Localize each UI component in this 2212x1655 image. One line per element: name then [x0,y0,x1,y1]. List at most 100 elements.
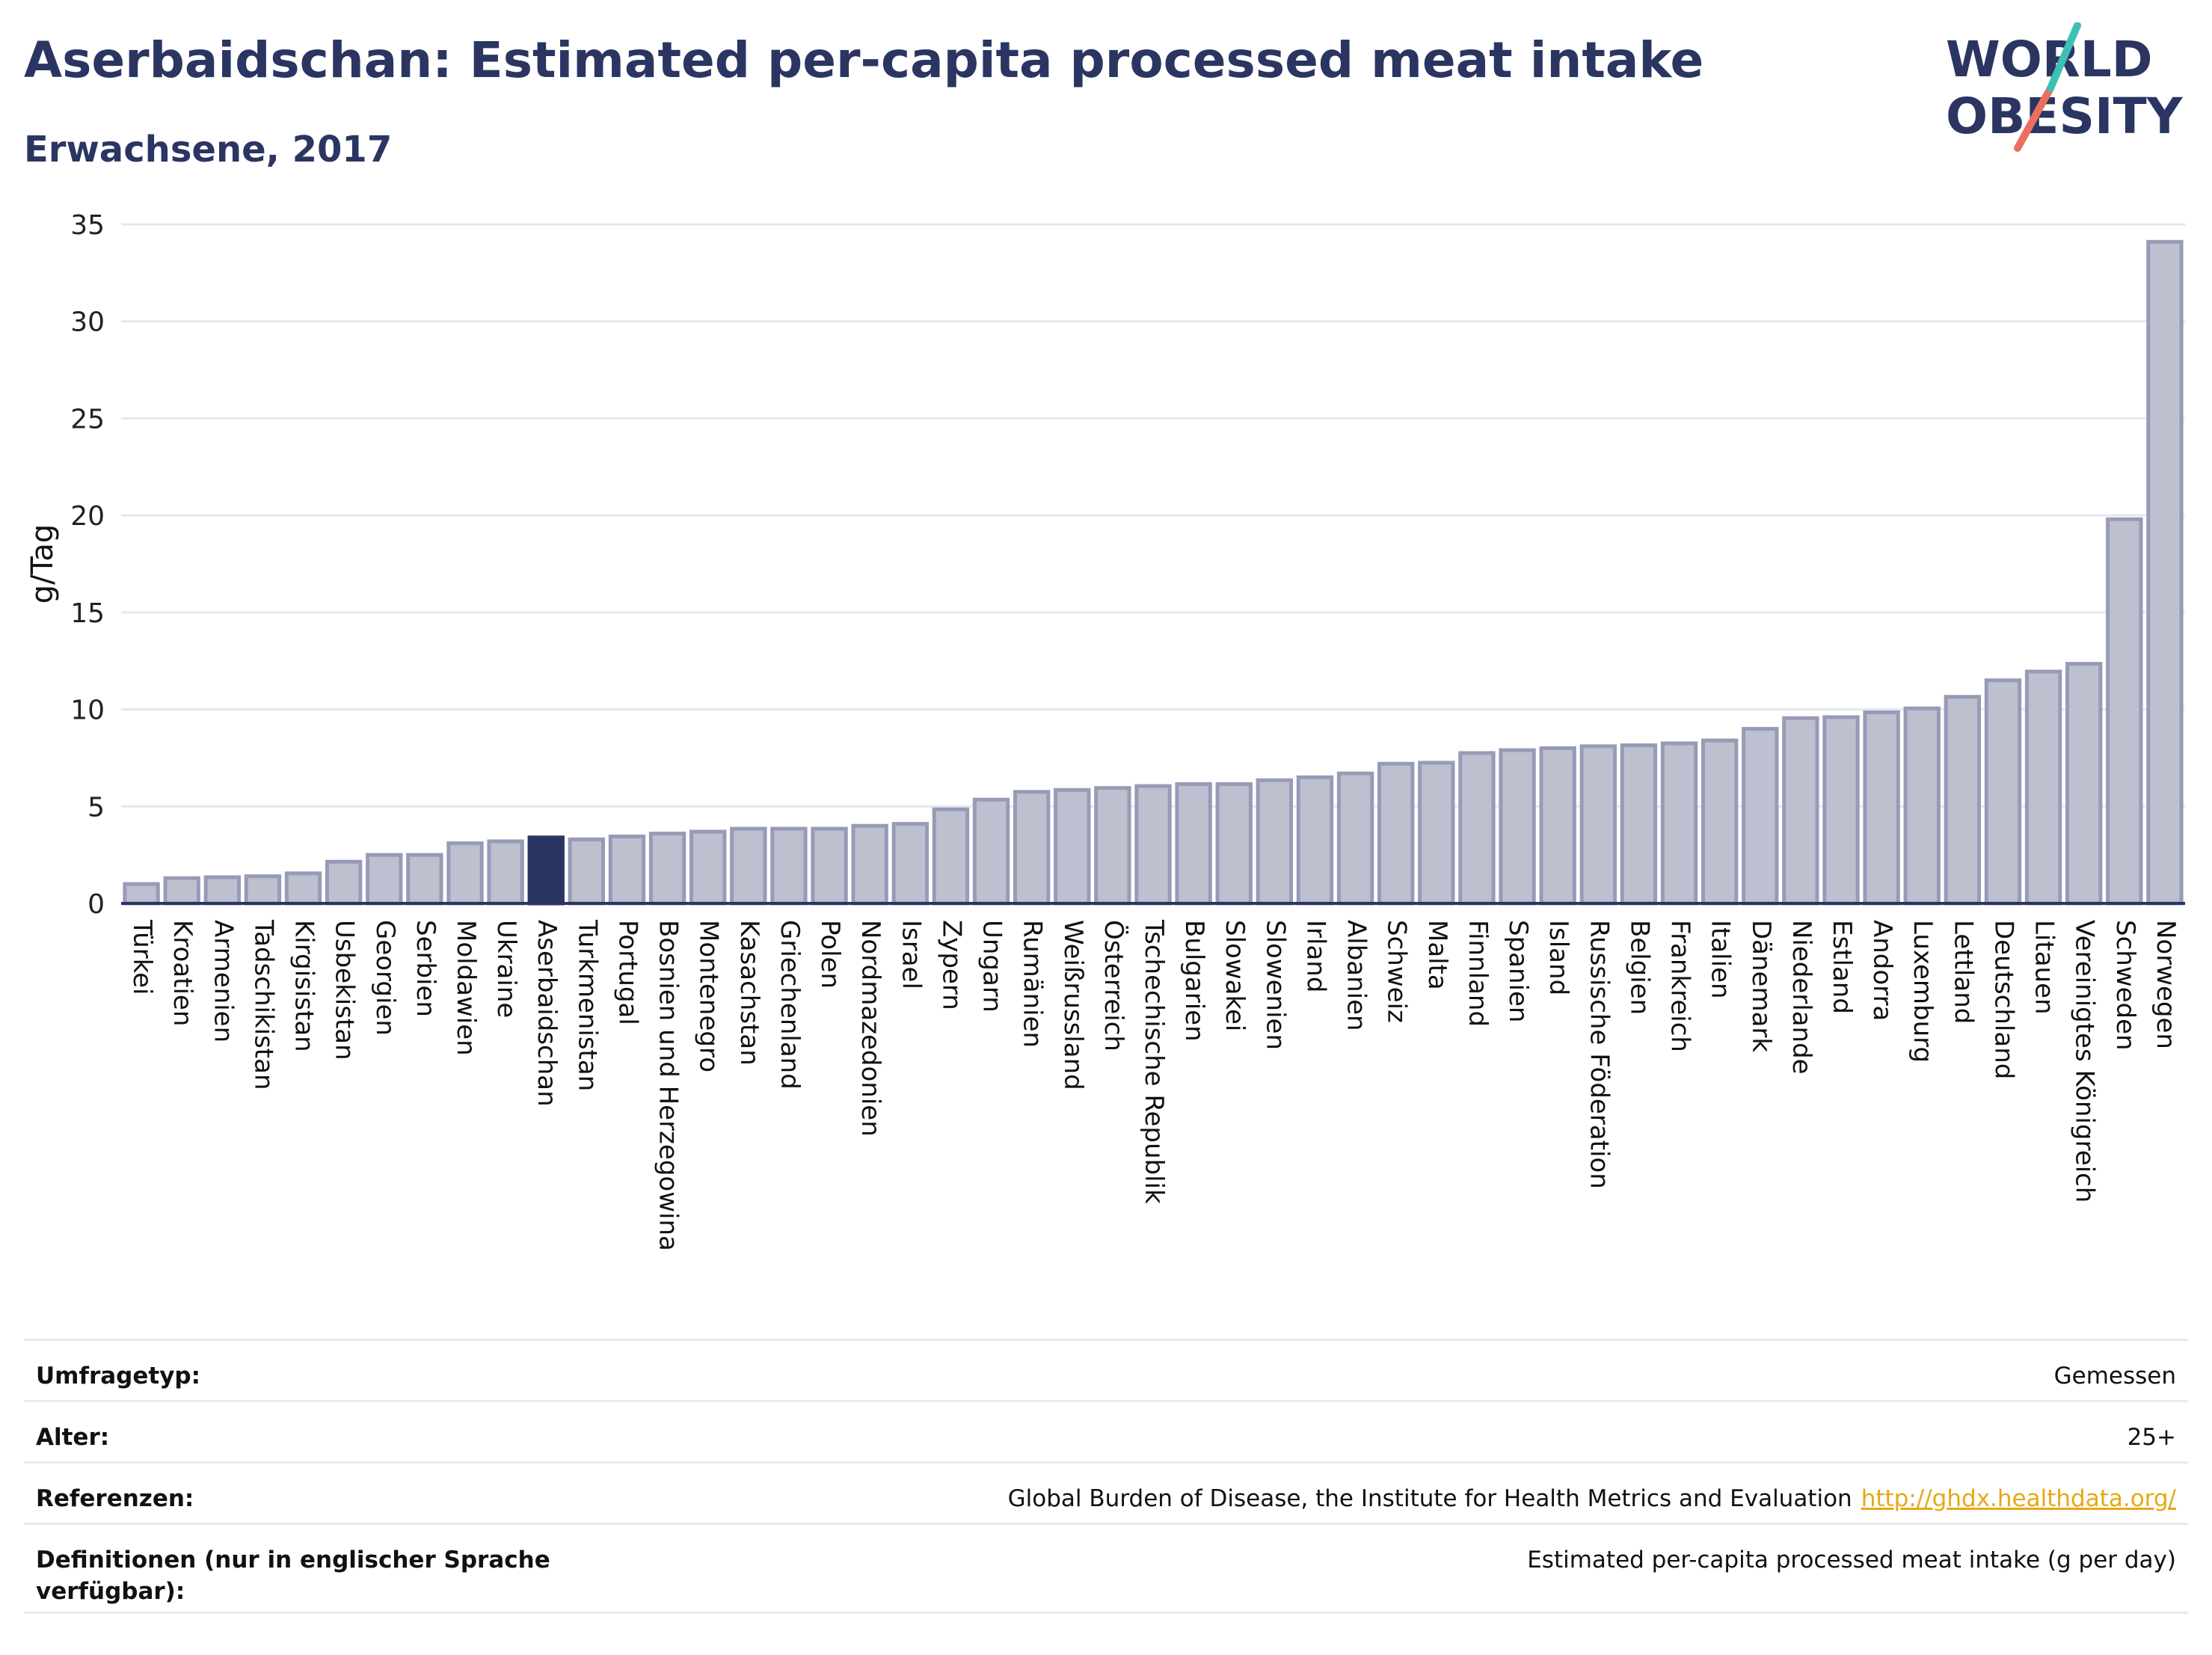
x-tick-label: Polen [815,920,845,989]
x-tick-label: Armenien [208,920,238,1043]
bar-kirgisistan [284,871,322,906]
x-tick-label: Bosnien und Herzegowina [654,920,683,1251]
x-tick-label: Kroatien [168,920,197,1026]
y-tick-label: 0 [87,889,105,920]
bar-serbien [406,853,443,906]
bar-tadschikistan [244,874,282,906]
x-tick-label: Norwegen [2151,920,2181,1049]
x-tick-label: Niederlande [1787,920,1816,1075]
bar-zypern [932,807,970,906]
x-axis-labels: Türkei Kroatien Armenien Tadschikistan Kirgi… [127,919,2181,1251]
x-tick-label: Albanien [1342,920,1371,1031]
x-tick-label: Irland [1300,920,1330,992]
bar-vereinigtes-königreich [2065,662,2103,906]
x-tick-label: Italien [1706,920,1736,999]
chart-title: Aserbaidschan: Estimated per-capita proc… [24,31,1704,89]
x-tick-label: Vereinigtes Königreich [2070,920,2100,1203]
x-tick-label: Finnland [1463,920,1493,1027]
bar-tschechische-republik [1134,784,1172,906]
x-tick-label: Georgien [370,920,400,1036]
bar-spanien [1499,748,1536,906]
world-obesity-logo: WORLD OBESITY [1946,22,2184,152]
x-tick-label: Portugal [612,920,642,1025]
bar-lettland [1944,695,1982,906]
x-tick-label: Schweden [2110,920,2140,1051]
bar-niederlande [1782,716,1819,906]
bar-ungarn [972,797,1010,906]
x-tick-label: Belgien [1624,920,1654,1015]
x-tick-label: Usbekistan [330,920,360,1060]
logo-line-2: OBESITY [1946,87,2184,145]
y-axis-ticks: 0 5 10 15 20 25 30 35 [70,210,105,920]
bar-moldawien [446,841,484,906]
bar-belgien [1620,743,1658,906]
meta-row: Referenzen: Global Burden of Disease, the… [24,1461,2188,1523]
bar-slowakei [1215,782,1253,906]
x-tick-label: Dänemark [1746,920,1776,1052]
x-tick-label: Tschechische Republik [1139,919,1169,1204]
bar-irland [1296,775,1334,906]
x-tick-label: Zypern [936,920,966,1010]
bar-ukraine [487,839,524,906]
meta-label: Alter: [36,1424,110,1451]
bar-montenegro [689,829,727,906]
x-tick-label: Luxemburg [1908,920,1938,1063]
x-tick-label: Kirgisistan [289,920,319,1052]
x-tick-label: Rumänien [1018,920,1048,1048]
bar-italien [1701,738,1739,906]
bar-bulgarien [1175,782,1212,906]
bar-russische-föderation [1579,744,1617,906]
bar-island [1539,746,1576,906]
reference-link[interactable]: http://ghdx.healthdata.org/ [1861,1485,2176,1512]
x-tick-label: Andorra [1867,920,1897,1021]
bar-dänemark [1742,727,1779,906]
x-tick-label: Österreich [1099,920,1129,1051]
x-tick-label: Nordmazedonien [855,920,885,1137]
meta-label: Definitionen (nur in englischer Sprache … [36,1547,550,1605]
bar-finnland [1458,751,1496,906]
bar-luxemburg [1903,706,1941,906]
x-tick-label: Israel [896,920,926,989]
bar-griechenland [770,826,808,906]
bar-polen [811,826,848,906]
x-tick-label: Lettland [1948,920,1978,1024]
bar-türkei [123,882,160,906]
x-tick-label: Bulgarien [1179,920,1209,1042]
y-tick-label: 30 [70,307,105,338]
bar-andorra [1863,710,1900,906]
x-tick-label: Moldawien [451,920,481,1056]
bar-slowenien [1256,778,1294,906]
x-tick-label: Island [1543,920,1573,995]
bar-usbekistan [325,859,363,906]
bar-rumänien [1013,790,1051,906]
bar-deutschland [1984,678,2022,906]
bar-turkmenistan [568,837,606,906]
bar-kasachstan [730,826,767,906]
y-tick-label: 15 [70,598,105,629]
y-tick-label: 25 [70,404,105,435]
x-tick-label: Aserbaidschan [532,920,562,1107]
bar-israel [891,822,929,906]
bar-chart: 0 5 10 15 20 25 30 35 Türkei Kroatien Armenien Tad… [25,210,2185,1251]
bar-albanien [1336,771,1374,906]
x-tick-label: Malta [1422,920,1452,990]
bar-malta [1418,761,1455,906]
x-tick-label: Schweiz [1382,920,1412,1023]
meta-label: Referenzen: [36,1485,194,1512]
chart-subtitle: Erwachsene, 2017 [24,129,393,171]
x-tick-label: Turkmenistan [572,919,602,1091]
bar-armenien [203,875,241,906]
meta-row: Definitionen (nur in englischer Sprache … [24,1523,2188,1614]
x-tick-label: Russische Föderation [1584,920,1614,1189]
x-tick-label: Slowakei [1220,920,1250,1031]
bar-schweden [2106,517,2143,906]
y-axis-label: g/Tag [25,524,60,604]
bar-norwegen [2146,239,2184,906]
x-tick-label: Deutschland [1988,920,2018,1079]
meta-value: 25+ [2127,1424,2176,1451]
x-tick-label: Ungarn [977,920,1007,1013]
bar-schweiz [1377,761,1415,906]
y-tick-label: 10 [70,696,105,726]
x-tick-label: Türkei [127,919,157,995]
x-tick-label: Ukraine [491,920,521,1018]
